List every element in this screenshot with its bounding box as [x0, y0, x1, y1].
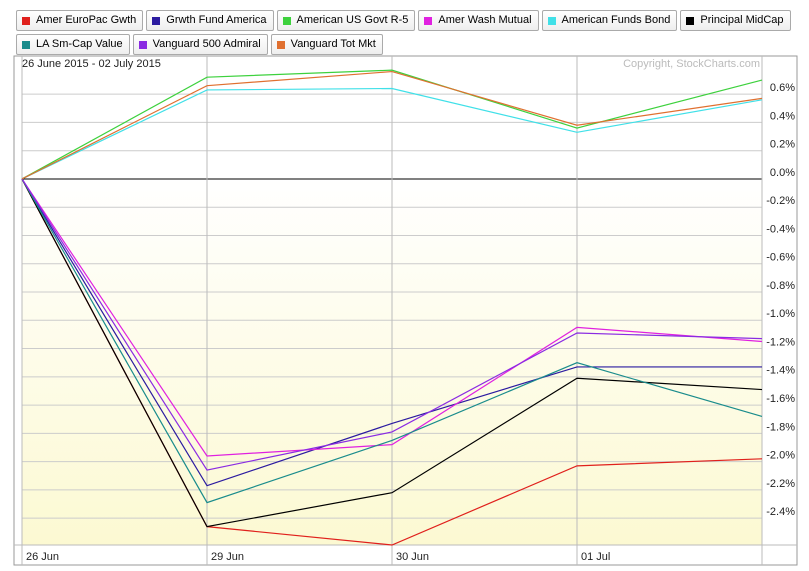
legend-label: American US Govt R-5: [296, 14, 409, 26]
legend-swatch: [686, 16, 695, 25]
series-line: [21, 87, 763, 180]
subtitle: 26 June 2015 - 02 July 2015: [22, 58, 161, 70]
x-tick-label: 01 Jul: [581, 551, 610, 563]
legend-label: Amer Wash Mutual: [438, 14, 532, 26]
y-tick-label: -2.4%: [766, 506, 795, 518]
series-line: [21, 69, 763, 180]
legend-label: American Funds Bond: [561, 14, 671, 26]
legend-label: Vanguard Tot Mkt: [290, 38, 376, 50]
legend-label: Vanguard 500 Admiral: [152, 38, 261, 50]
y-tick-label: -0.4%: [766, 223, 795, 235]
series-line: [21, 178, 763, 471]
y-tick-label: -0.8%: [766, 280, 795, 292]
legend-swatch: [547, 16, 556, 25]
y-tick-label: -0.6%: [766, 252, 795, 264]
series-line: [21, 178, 762, 487]
x-tick-label: 30 Jun: [396, 551, 429, 563]
y-tick-label: -1.6%: [766, 393, 795, 405]
legend-label: LA Sm-Cap Value: [36, 38, 123, 50]
y-tick-label: 0.0%: [770, 167, 795, 179]
legend-item[interactable]: American US Govt R-5: [276, 10, 416, 31]
legend-item[interactable]: Vanguard Tot Mkt: [270, 34, 383, 55]
legend-label: Grwth Fund America: [166, 14, 267, 26]
legend-item[interactable]: Vanguard 500 Admiral: [132, 34, 268, 55]
legend: Amer EuroPac Gwth Grwth Fund America Ameri…: [16, 10, 796, 55]
y-tick-label: 0.2%: [770, 139, 795, 151]
legend-item[interactable]: Amer Wash Mutual: [418, 10, 539, 31]
y-tick-label: -1.4%: [766, 365, 795, 377]
legend-swatch: [282, 16, 291, 25]
legend-label: Amer EuroPac Gwth: [36, 14, 137, 26]
legend-item[interactable]: American Funds Bond: [541, 10, 678, 31]
y-tick-label: 0.4%: [770, 110, 795, 122]
x-tick-label: 29 Jun: [211, 551, 244, 563]
y-tick-label: -1.8%: [766, 421, 795, 433]
legend-swatch: [138, 40, 147, 49]
series-line: [21, 178, 763, 528]
legend-item[interactable]: LA Sm-Cap Value: [16, 34, 130, 55]
legend-item[interactable]: Principal MidCap: [680, 10, 791, 31]
series-line: [21, 178, 763, 504]
series-line: [21, 178, 763, 457]
legend-swatch: [22, 16, 30, 25]
legend-swatch: [424, 16, 433, 25]
legend-item[interactable]: Grwth Fund America: [146, 10, 274, 31]
y-tick-label: -1.2%: [766, 336, 795, 348]
y-tick-label: 0.6%: [770, 82, 795, 94]
legend-swatch: [276, 40, 285, 49]
legend-item[interactable]: Amer EuroPac Gwth: [16, 10, 144, 31]
y-tick-label: -0.2%: [766, 195, 795, 207]
copyright: Copyright, StockCharts.com: [623, 58, 760, 70]
legend-label: Principal MidCap: [700, 14, 784, 26]
legend-swatch: [22, 40, 30, 49]
legend-swatch: [152, 16, 161, 25]
y-tick-label: -2.0%: [766, 450, 795, 462]
y-tick-label: -1.0%: [766, 308, 795, 320]
y-tick-label: -2.2%: [766, 478, 795, 490]
x-tick-label: 26 Jun: [26, 551, 59, 563]
series-line: [21, 70, 763, 180]
